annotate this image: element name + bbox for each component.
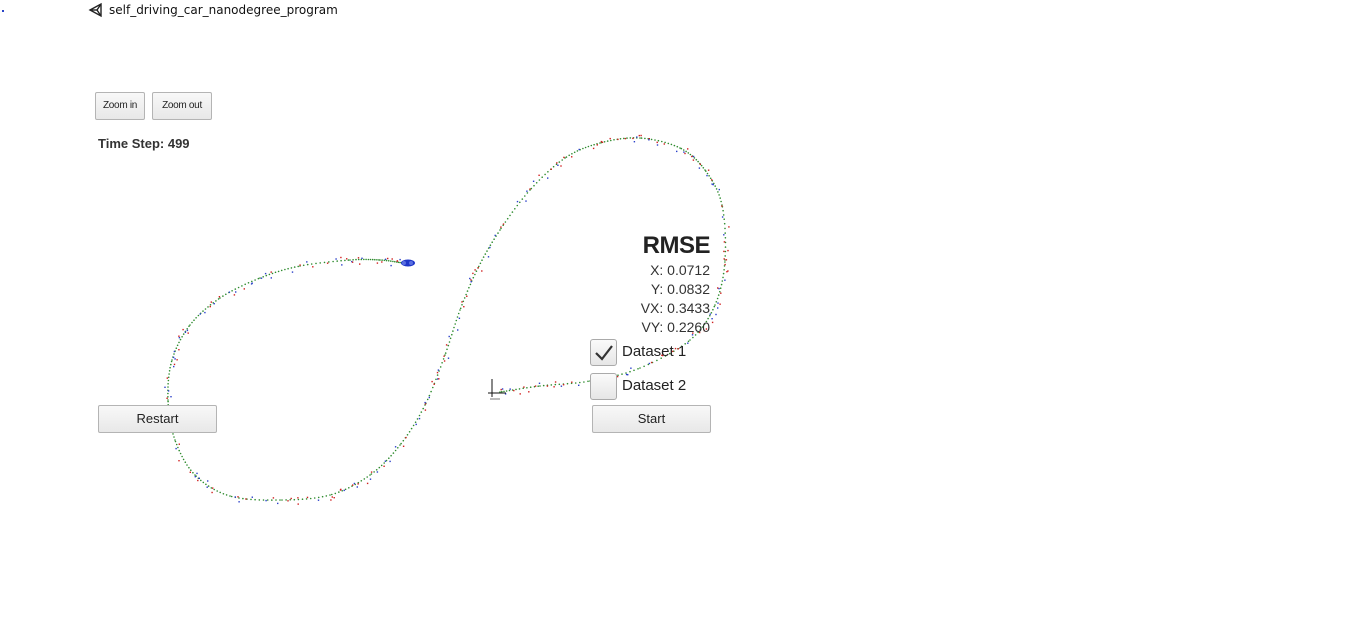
unity-logo-icon [88, 2, 102, 18]
rmse-vy: VY: 0.2260 [641, 319, 710, 335]
zoom-in-button[interactable]: Zoom in [95, 92, 145, 120]
checkmark-icon [595, 345, 613, 361]
window-title: self_driving_car_nanodegree_program [109, 3, 338, 17]
ground-truth-trajectory [167, 137, 727, 501]
rmse-vx: VX: 0.3433 [640, 300, 710, 316]
time-step-readout: Time Step: 499 [98, 136, 190, 151]
rmse-x: X: 0.0712 [650, 262, 710, 278]
restart-button[interactable]: Restart [98, 405, 217, 433]
time-step-label: Time Step: [98, 136, 165, 151]
time-step-value: 499 [167, 136, 190, 151]
dataset-1-checkbox[interactable] [590, 339, 617, 366]
zoom-out-button[interactable]: Zoom out [152, 92, 212, 120]
title-bar: self_driving_car_nanodegree_program [0, 0, 1360, 22]
rmse-panel: RMSE X: 0.0712 Y: 0.0832 VX: 0.3433 VY: … [606, 231, 711, 337]
start-button[interactable]: Start [592, 405, 711, 433]
car-icon [401, 259, 415, 267]
start-axis-icon [488, 379, 506, 400]
dataset-1-label[interactable]: Dataset 1 [622, 343, 687, 360]
dataset-2-checkbox[interactable] [590, 373, 617, 400]
dataset-2-label[interactable]: Dataset 2 [622, 377, 687, 394]
corner-dot [2, 10, 4, 12]
rmse-title: RMSE [642, 232, 711, 259]
rmse-y: Y: 0.0832 [650, 281, 710, 297]
